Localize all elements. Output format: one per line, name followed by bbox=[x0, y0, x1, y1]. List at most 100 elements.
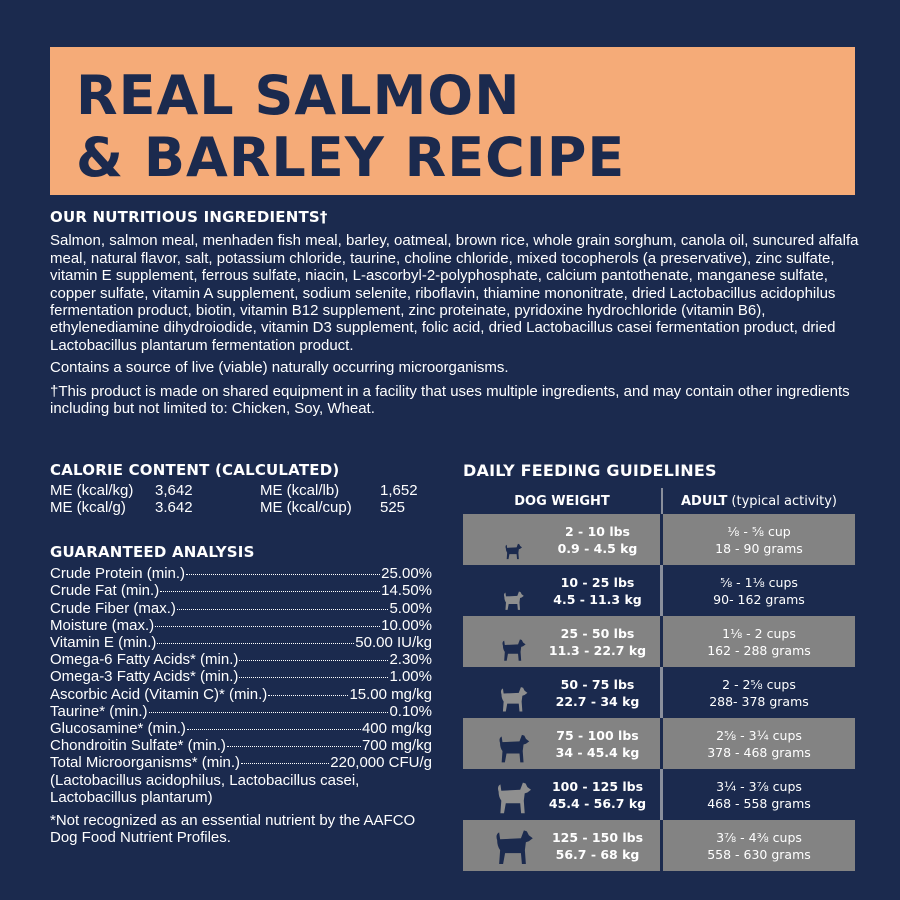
analysis-heading: GUARANTEED ANALYSIS bbox=[50, 543, 255, 561]
analysis-row: Ascorbic Acid (Vitamin C)* (min.) 15.00 m… bbox=[50, 686, 432, 703]
feeding-row: 50 - 75 lbs 22.7 - 34 kg 2 - 2⅝ cups 288- 3… bbox=[463, 667, 855, 718]
analysis-row: Crude Protein (min.) 25.00% bbox=[50, 565, 432, 582]
col-adult: ADULT (typical activity) bbox=[681, 493, 837, 509]
grams-amount: 288- 378 grams bbox=[709, 693, 809, 709]
cups-amount: 2⅝ - 3¼ cups bbox=[716, 727, 802, 743]
analysis-label: Vitamin E (min.) bbox=[50, 634, 157, 652]
grams-amount: 378 - 468 grams bbox=[707, 744, 811, 760]
feeding-row: 25 - 50 lbs 11.3 - 22.7 kg 1⅛ - 2 cups 162 … bbox=[463, 616, 855, 667]
cups-amount: ⅝ - 1⅛ cups bbox=[720, 574, 798, 590]
weight-kg: 11.3 - 22.7 kg bbox=[548, 642, 647, 658]
dot-leader bbox=[148, 711, 389, 713]
dot-leader bbox=[239, 660, 389, 662]
ingredients-text: Salmon, salmon meal, menhaden fish meal,… bbox=[50, 232, 859, 354]
guaranteed-analysis: GUARANTEED ANALYSIS Crude Protein (min.)… bbox=[50, 543, 432, 847]
analysis-row: Omega-3 Fatty Acids* (min.) 1.00% bbox=[50, 668, 432, 685]
analysis-label: Total Microorganisms* (min.) bbox=[50, 754, 241, 772]
analysis-note: *Not recognized as an essential nutrient… bbox=[50, 812, 416, 847]
grams-amount: 162 - 288 grams bbox=[707, 642, 811, 658]
analysis-label: Crude Protein (min.) bbox=[50, 565, 186, 583]
cups-amount: 2 - 2⅝ cups bbox=[722, 676, 796, 692]
feeding-row: 75 - 100 lbs 34 - 45.4 kg 2⅝ - 3¼ cups 378 … bbox=[463, 718, 855, 769]
dot-leader bbox=[155, 625, 381, 627]
ingredients-heading: OUR NUTRITIOUS INGREDIENTS† bbox=[50, 208, 328, 226]
calorie-value: 1,652 bbox=[380, 482, 418, 499]
analysis-row: Total Microorganisms* (min.) 220,000 CFU/… bbox=[50, 754, 432, 771]
weight-lbs: 100 - 125 lbs bbox=[551, 778, 644, 794]
organisms-list: (Lactobacillus acidophilus, Lactobacillu… bbox=[50, 771, 360, 806]
bulldog-icon bbox=[491, 571, 535, 611]
cups-amount: 3¼ - 3⅞ cups bbox=[716, 778, 802, 794]
analysis-row: Omega-6 Fatty Acids* (min.) 2.30% bbox=[50, 651, 432, 668]
analysis-row: Taurine* (min.) 0.10% bbox=[50, 703, 432, 720]
dot-leader bbox=[157, 643, 355, 645]
feeding-row: 10 - 25 lbs 4.5 - 11.3 kg ⅝ - 1⅛ cups 90- 1… bbox=[463, 565, 855, 616]
calorie-heading: CALORIE CONTENT (CALCULATED) bbox=[50, 461, 340, 479]
analysis-row: Crude Fat (min.) 14.50% bbox=[50, 582, 432, 599]
cups-amount: ⅛ - ⅝ cup bbox=[727, 523, 791, 539]
analysis-row: Glucosamine* (min.) 400 mg/kg bbox=[50, 720, 432, 737]
analysis-value: 220,000 CFU/g bbox=[330, 754, 432, 772]
dot-leader bbox=[241, 763, 330, 765]
weight-kg: 45.4 - 56.7 kg bbox=[548, 795, 647, 811]
weight-lbs: 50 - 75 lbs bbox=[560, 676, 635, 692]
feeding-row: 2 - 10 lbs 0.9 - 4.5 kg ⅛ - ⅝ cup 18 - 90 g… bbox=[463, 514, 855, 565]
analysis-label: Chondroitin Sulfate* (min.) bbox=[50, 737, 226, 755]
analysis-value: 5.00% bbox=[389, 599, 432, 617]
grams-amount: 18 - 90 grams bbox=[715, 540, 803, 556]
analysis-row: Crude Fiber (max.) 5.00% bbox=[50, 600, 432, 617]
weight-kg: 4.5 - 11.3 kg bbox=[553, 591, 642, 607]
analysis-value: 1.00% bbox=[389, 668, 432, 686]
dot-leader bbox=[226, 746, 361, 748]
weight-lbs: 2 - 10 lbs bbox=[564, 523, 630, 539]
analysis-value: 0.10% bbox=[389, 702, 432, 720]
feeding-table-header: DOG WEIGHT ADULT (typical activity) bbox=[463, 488, 855, 514]
ingredients-section: OUR NUTRITIOUS INGREDIENTS† Salmon, salm… bbox=[50, 208, 860, 418]
feeding-guidelines: DAILY FEEDING GUIDELINES DOG WEIGHT ADUL… bbox=[463, 461, 855, 871]
grams-amount: 558 - 630 grams bbox=[707, 846, 811, 862]
dot-leader bbox=[176, 608, 389, 610]
calorie-value: 525 bbox=[380, 499, 406, 516]
calorie-label: ME (kcal/kg) bbox=[50, 482, 134, 499]
analysis-label: Moisture (max.) bbox=[50, 616, 155, 634]
analysis-row: Chondroitin Sulfate* (min.) 700 mg/kg bbox=[50, 737, 432, 754]
analysis-row: Moisture (max.) 10.00% bbox=[50, 617, 432, 634]
cups-amount: 3⅞ - 4⅜ cups bbox=[716, 829, 802, 845]
analysis-label: Taurine* (min.) bbox=[50, 702, 148, 720]
analysis-label: Ascorbic Acid (Vitamin C)* (min.) bbox=[50, 685, 268, 703]
analysis-label: Crude Fiber (max.) bbox=[50, 599, 176, 617]
dot-leader bbox=[186, 574, 381, 576]
grams-amount: 468 - 558 grams bbox=[707, 795, 811, 811]
feeding-heading: DAILY FEEDING GUIDELINES bbox=[463, 461, 717, 480]
calorie-label: ME (kcal/cup) bbox=[260, 499, 352, 516]
weight-kg: 22.7 - 34 kg bbox=[555, 693, 640, 709]
weight-kg: 56.7 - 68 kg bbox=[555, 846, 640, 862]
grams-amount: 90- 162 grams bbox=[713, 591, 805, 607]
calorie-value: 3.642 bbox=[155, 499, 193, 516]
dot-leader bbox=[239, 677, 389, 679]
dot-leader bbox=[268, 694, 349, 696]
analysis-value: 10.00% bbox=[381, 616, 432, 634]
weight-kg: 0.9 - 4.5 kg bbox=[557, 540, 638, 556]
analysis-value: 25.00% bbox=[381, 565, 432, 583]
probiotic-text: Contains a source of live (viable) natur… bbox=[50, 359, 509, 377]
newfoundland-icon bbox=[491, 826, 535, 866]
labrador-icon bbox=[491, 775, 535, 815]
analysis-label: Omega-3 Fatty Acids* (min.) bbox=[50, 668, 239, 686]
calorie-value: 3,642 bbox=[155, 482, 193, 499]
analysis-label: Glucosamine* (min.) bbox=[50, 720, 186, 738]
chihuahua-icon bbox=[491, 520, 535, 560]
shepherd-icon bbox=[491, 673, 535, 713]
calorie-section: CALORIE CONTENT (CALCULATED) ME (kcal/kg… bbox=[50, 461, 440, 516]
weight-lbs: 25 - 50 lbs bbox=[560, 625, 635, 641]
cups-amount: 1⅛ - 2 cups bbox=[722, 625, 796, 641]
calorie-label: ME (kcal/lb) bbox=[260, 482, 340, 499]
dot-leader bbox=[160, 591, 381, 593]
analysis-label: Omega-6 Fatty Acids* (min.) bbox=[50, 651, 239, 669]
feeding-row: 125 - 150 lbs 56.7 - 68 kg 3⅞ - 4⅜ cups 558… bbox=[463, 820, 855, 871]
allergen-footnote: †This product is made on shared equipmen… bbox=[50, 382, 850, 418]
analysis-value: 700 mg/kg bbox=[361, 737, 432, 755]
weight-lbs: 75 - 100 lbs bbox=[556, 727, 639, 743]
weight-lbs: 125 - 150 lbs bbox=[551, 829, 644, 845]
weight-lbs: 10 - 25 lbs bbox=[560, 574, 635, 590]
